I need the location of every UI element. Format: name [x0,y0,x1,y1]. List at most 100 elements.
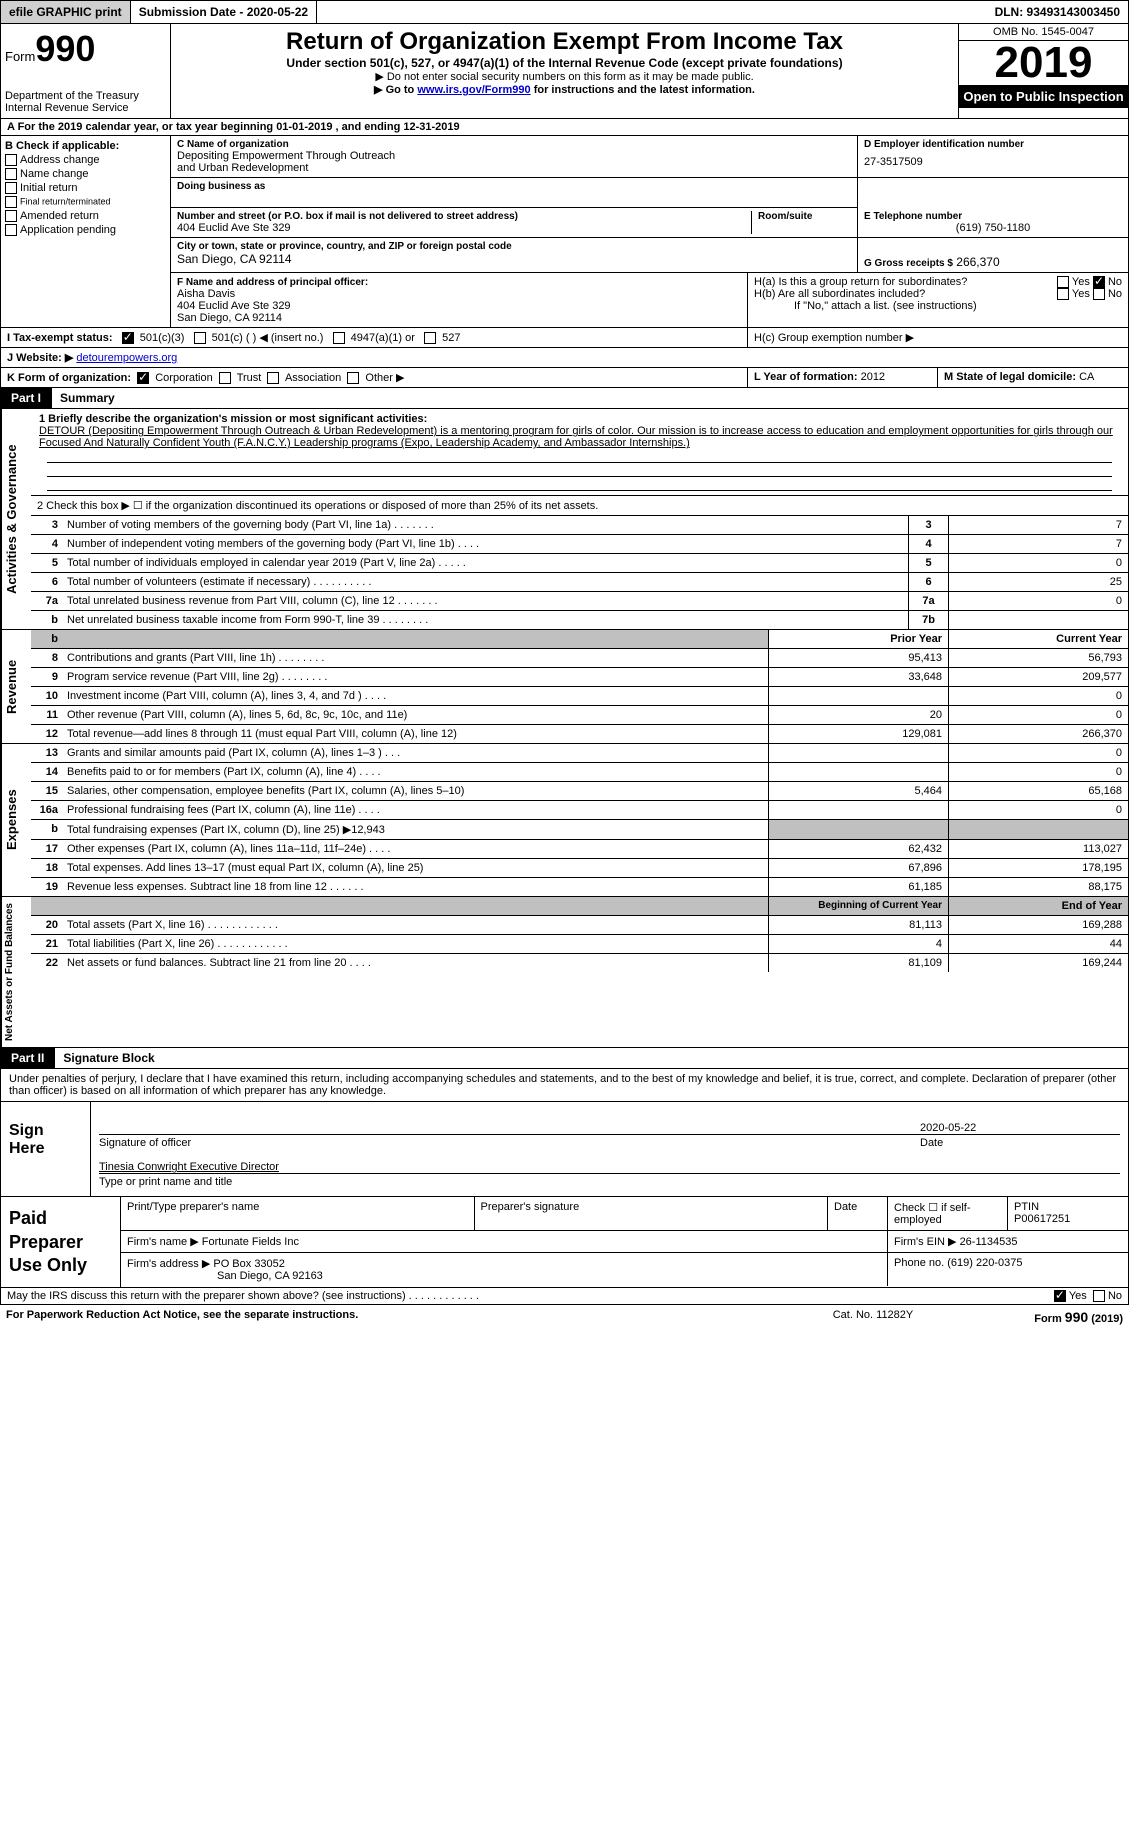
section-g: G Gross receipts $ 266,370 [858,238,1128,272]
prep-name-label: Print/Type preparer's name [121,1197,475,1230]
form-footer: Form 990 (2019) [973,1309,1123,1325]
501c-checkbox[interactable] [194,332,206,344]
mission-label: 1 Briefly describe the organization's mi… [39,413,1120,425]
firm-addr-label: Firm's address ▶ [127,1258,210,1270]
part2-label: Part II [1,1048,54,1068]
check-address-change[interactable]: Address change [5,154,166,166]
exp-line: 19Revenue less expenses. Subtract line 1… [31,878,1128,896]
discuss-yes-checkbox[interactable] [1054,1290,1066,1302]
section-f: F Name and address of principal officer:… [171,273,748,327]
form-label: Form [5,49,35,64]
dept-treasury: Department of the Treasury [5,90,166,102]
trust-checkbox[interactable] [219,372,231,384]
check-application-pending[interactable]: Application pending [5,224,166,236]
rev-line: 8Contributions and grants (Part VIII, li… [31,649,1128,668]
exp-line: 14Benefits paid to or for members (Part … [31,763,1128,782]
header-right: OMB No. 1545-0047 2019 Open to Public In… [958,24,1128,118]
gov-line: 7aTotal unrelated business revenue from … [31,592,1128,611]
row-cd: C Name of organization Depositing Empowe… [171,136,1128,178]
rev-line: 10Investment income (Part VIII, column (… [31,687,1128,706]
527-checkbox[interactable] [424,332,436,344]
tax-year: 2019 [959,41,1128,85]
vlabel-net-assets: Net Assets or Fund Balances [1,897,31,1047]
irs-link[interactable]: www.irs.gov/Form990 [417,84,530,96]
efile-button[interactable]: efile GRAPHIC print [1,1,131,23]
part1-header-row: Part I Summary [0,388,1129,409]
dln: DLN: 93493143003450 [987,1,1128,23]
city-label: City or town, state or province, country… [177,241,851,252]
section-b: B Check if applicable: Address change Na… [1,136,171,273]
firm-name-label: Firm's name ▶ [127,1236,199,1248]
sig-officer-label: Signature of officer [99,1137,920,1149]
firm-name: Fortunate Fields Inc [202,1236,299,1248]
row-i: I Tax-exempt status: 501(c)(3) 501(c) ( … [0,328,1129,348]
sign-here-row: Sign Here 2020-05-22 Signature of office… [0,1102,1129,1197]
check-amended-return[interactable]: Amended return [5,210,166,222]
footer-line: For Paperwork Reduction Act Notice, see … [0,1305,1129,1329]
year-formation-value: 2012 [861,371,885,383]
officer-printed-name: Tinesia Conwright Executive Director [99,1161,1120,1173]
officer-addr1: 404 Euclid Ave Ste 329 [177,300,741,312]
row-klm: K Form of organization: Corporation Trus… [0,368,1129,388]
officer-addr2: San Diego, CA 92114 [177,312,741,324]
assoc-checkbox[interactable] [267,372,279,384]
row-dba-e: Doing business as [171,178,1128,208]
check-name-change[interactable]: Name change [5,168,166,180]
exp-line: 17Other expenses (Part IX, column (A), l… [31,840,1128,859]
net-header-row: Beginning of Current Year End of Year [31,897,1128,916]
part2-title: Signature Block [54,1048,1128,1068]
discuss-no-checkbox[interactable] [1093,1290,1105,1302]
corp-checkbox[interactable] [137,372,149,384]
sign-here-label: Sign Here [1,1102,91,1196]
public-inspection: Open to Public Inspection [959,85,1128,108]
discuss-row: May the IRS discuss this return with the… [0,1288,1129,1305]
part1-label: Part I [1,388,51,408]
ptin-value: P00617251 [1014,1213,1122,1225]
org-name-label: C Name of organization [177,139,851,150]
rev-num-spacer: b [31,630,61,648]
prep-self-employed[interactable]: Check ☐ if self-employed [888,1197,1008,1230]
other-checkbox[interactable] [347,372,359,384]
vlabel-expenses: Expenses [1,744,31,896]
identity-grid: B Check if applicable: Address change Na… [0,136,1129,273]
rev-line: 12Total revenue—add lines 8 through 11 (… [31,725,1128,743]
vlabel-revenue: Revenue [1,630,31,743]
check-final-return[interactable]: Final return/terminated [5,196,166,208]
rev-header-row: b Prior Year Current Year [31,630,1128,649]
firm-addr1: PO Box 33052 [213,1258,285,1270]
phone-value: (619) 750-1180 [864,222,1122,234]
prep-date-label: Date [828,1197,888,1230]
paperwork-notice: For Paperwork Reduction Act Notice, see … [6,1309,773,1325]
row-city-g: City or town, state or province, country… [171,238,1128,273]
row-addr-e: Number and street (or P.O. box if mail i… [171,208,1128,238]
website-link[interactable]: detourempowers.org [76,352,177,364]
row-a-tax-year: A For the 2019 calendar year, or tax yea… [0,119,1129,136]
section-d: D Employer identification number 27-3517… [858,136,1128,178]
exp-line: 18Total expenses. Add lines 13–17 (must … [31,859,1128,878]
addr-cell: Number and street (or P.O. box if mail i… [171,208,858,238]
officer-label: F Name and address of principal officer: [177,277,368,288]
section-hc: H(c) Group exemption number ▶ [748,328,1128,347]
ha-yes-checkbox[interactable] [1057,276,1069,288]
form-subtitle: Under section 501(c), 527, or 4947(a)(1)… [181,56,948,70]
col-current-year: Current Year [948,630,1128,648]
city-value: San Diego, CA 92114 [177,252,851,266]
catalog-number: Cat. No. 11282Y [773,1309,973,1325]
gross-receipts-label: G Gross receipts $ [864,258,953,269]
hb-no-checkbox[interactable] [1093,288,1105,300]
vlabel-governance: Activities & Governance [1,409,31,629]
addr-label: Number and street (or P.O. box if mail i… [177,211,751,222]
4947-checkbox[interactable] [333,332,345,344]
rev-line: 11Other revenue (Part VIII, column (A), … [31,706,1128,725]
dba-cell: Doing business as [171,178,858,208]
org-name-1: Depositing Empowerment Through Outreach [177,150,851,162]
section-governance: Activities & Governance 1 Briefly descri… [0,409,1129,630]
room-label: Room/suite [758,211,851,222]
firm-addr2: San Diego, CA 92163 [127,1270,881,1282]
check-initial-return[interactable]: Initial return [5,182,166,194]
firm-ein: 26-1134535 [960,1236,1018,1248]
ha-no-checkbox[interactable] [1093,276,1105,288]
501c3-checkbox[interactable] [122,332,134,344]
hb-yes-checkbox[interactable] [1057,288,1069,300]
gov-line: 6Total number of volunteers (estimate if… [31,573,1128,592]
